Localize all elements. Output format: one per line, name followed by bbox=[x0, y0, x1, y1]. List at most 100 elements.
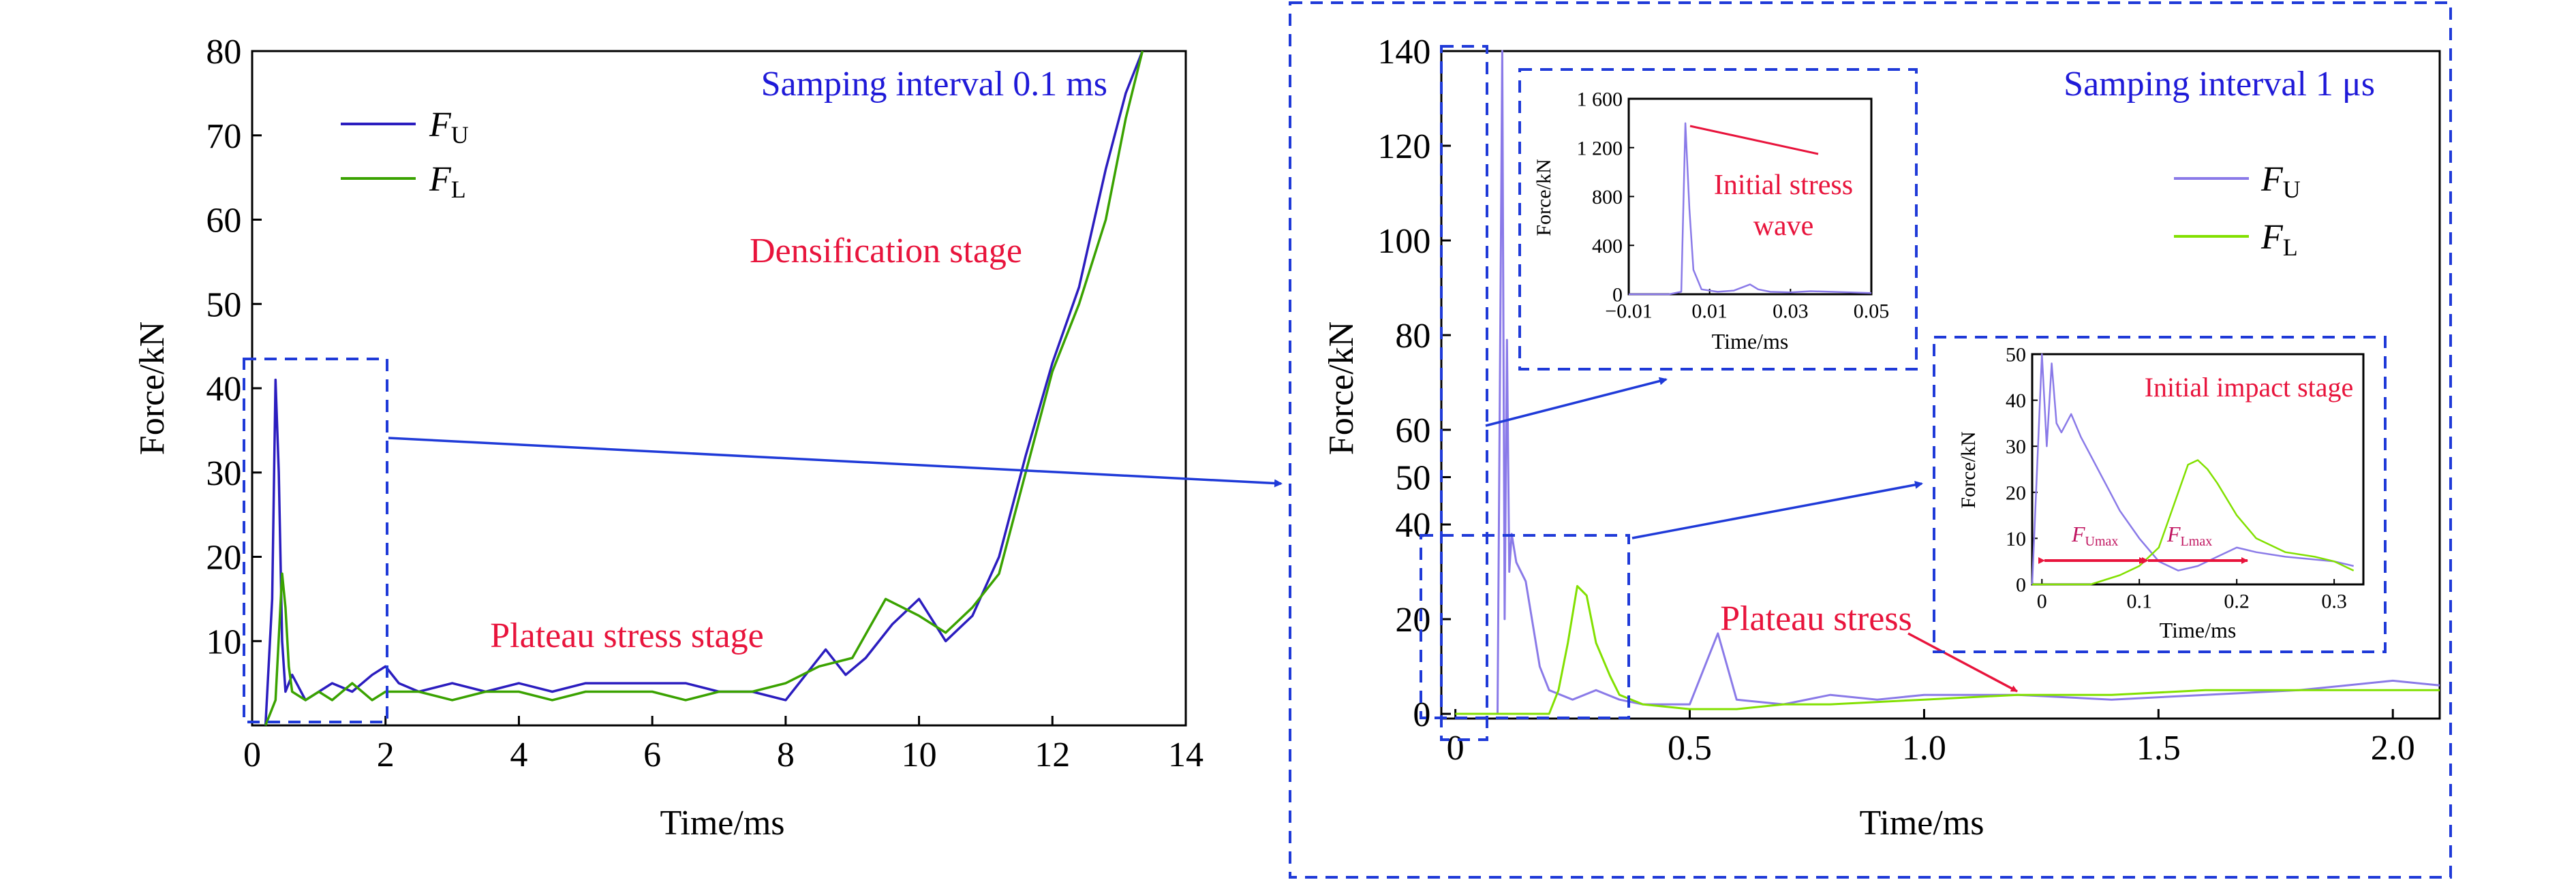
left-y-tick-label: 20 bbox=[206, 539, 241, 578]
right-chart-title: Samping interval 1 μs bbox=[2064, 65, 2375, 104]
inset2-series bbox=[2031, 353, 2355, 586]
inset1-annotation-line1: Initial stress bbox=[1714, 170, 1853, 201]
plateau-pointer bbox=[1907, 632, 2018, 693]
right-series-fl-line bbox=[1455, 584, 2440, 715]
inset1-y-tick-label: 400 bbox=[1592, 235, 1623, 257]
inset2-y-tick-label: 30 bbox=[2006, 436, 2026, 458]
inset1-x-tick-label: 0.03 bbox=[1773, 300, 1809, 323]
inset2-series-fu-line bbox=[2031, 353, 2354, 585]
right-annotation-plateau: Plateau stress bbox=[1720, 599, 1912, 638]
left-x-ticks: 0 2 4 6 8 10 12 14 bbox=[243, 716, 1203, 774]
left-x-tick-label: 8 bbox=[777, 736, 795, 774]
left-x-axis-label: Time/ms bbox=[660, 804, 784, 843]
inset2-y-tick-label: 20 bbox=[2006, 482, 2026, 504]
left-annotation-plateau: Plateau stress stage bbox=[490, 616, 763, 655]
inset2-x-tick-label: 0.2 bbox=[2224, 591, 2250, 613]
left-chart-title: Samping interval 0.1 ms bbox=[761, 65, 1107, 104]
left-series bbox=[264, 50, 1144, 726]
inset1-plot-frame bbox=[1627, 97, 1873, 296]
inset2-x-axis-label: Time/ms bbox=[2160, 618, 2237, 642]
left-zoom-box bbox=[243, 358, 388, 723]
left-y-tick-label: 30 bbox=[206, 454, 241, 493]
inset1-x-tick-label: −0.01 bbox=[1605, 300, 1652, 323]
right-x-axis-label: Time/ms bbox=[1859, 804, 1984, 843]
right-y-axis-label: Force/kN bbox=[1322, 321, 1361, 455]
inset2-x-tick-label: 0 bbox=[2037, 591, 2047, 613]
inset2-annotation: Initial impact stage bbox=[2145, 372, 2354, 403]
inset1-y-tick-label: 800 bbox=[1592, 186, 1623, 208]
zoom-box-stress-wave bbox=[1440, 45, 1488, 741]
inset2-y-ticks: 0 10 20 30 40 50 bbox=[2006, 344, 2038, 597]
left-x-tick-label: 2 bbox=[377, 736, 395, 774]
right-y-tick-label: 50 bbox=[1395, 459, 1430, 498]
inset2-x-ticks: 0 0.1 0.2 0.3 bbox=[2037, 579, 2347, 613]
left-y-tick-label: 40 bbox=[206, 370, 241, 409]
inset1-y-ticks: 0 400 800 1 200 1 600 bbox=[1577, 89, 1634, 307]
right-plot-frame bbox=[1440, 50, 2441, 720]
left-y-tick-label: 80 bbox=[206, 33, 241, 72]
left-x-tick-label: 10 bbox=[902, 736, 937, 774]
right-y-tick-label: 100 bbox=[1377, 222, 1430, 261]
right-x-tick-label: 0.5 bbox=[1668, 729, 1712, 768]
inset1-x-tick-label: 0.05 bbox=[1854, 300, 1890, 323]
inset2-plot-frame bbox=[2031, 353, 2365, 586]
left-x-tick-label: 4 bbox=[510, 736, 527, 774]
right-x-ticks: 0 0.5 1.0 1.5 2.0 bbox=[1447, 709, 2415, 768]
left-legend: FU FL bbox=[341, 106, 469, 203]
right-x-tick-label: 0 bbox=[1447, 729, 1465, 768]
inset1-x-tick-label: 0.01 bbox=[1691, 300, 1728, 323]
right-y-tick-label: 120 bbox=[1377, 127, 1430, 166]
inset1-y-axis-label: Force/kN bbox=[1533, 159, 1555, 236]
left-x-tick-label: 6 bbox=[643, 736, 661, 774]
inset2-y-tick-label: 10 bbox=[2006, 528, 2026, 550]
inset2-label-lmax: FLmax bbox=[2166, 522, 2212, 549]
right-y-tick-label: 60 bbox=[1395, 411, 1430, 450]
right-legend-label-fl: FL bbox=[2260, 218, 2298, 261]
connect-arrow bbox=[388, 437, 1283, 488]
left-legend-label-fl: FL bbox=[429, 160, 466, 203]
zoom-box-impact bbox=[1420, 534, 1630, 719]
inset2-y-tick-label: 0 bbox=[2016, 574, 2026, 597]
left-y-tick-label: 70 bbox=[206, 117, 241, 156]
right-x-tick-label: 2.0 bbox=[2371, 729, 2415, 768]
left-x-tick-label: 0 bbox=[243, 736, 261, 774]
left-y-tick-label: 10 bbox=[206, 623, 241, 661]
left-series-fl-line bbox=[264, 50, 1144, 726]
inset1-chart: −0.01 0.01 0.03 0.05 0 400 800 1 200 1 600 Time… bbox=[1533, 89, 1889, 354]
inset2-y-axis-label: Force/kN bbox=[1957, 431, 1980, 508]
inset2-label-umax: FUmax bbox=[2071, 522, 2118, 549]
left-legend-label-fu: FU bbox=[429, 106, 469, 148]
inset1-pointer bbox=[1689, 125, 1819, 155]
left-chart: 0 2 4 6 8 10 12 14 10 20 30 40 50 60 70 80 Time/ms For… bbox=[133, 33, 1203, 843]
inset2-x-tick-label: 0.1 bbox=[2126, 591, 2152, 613]
right-series bbox=[1455, 50, 2440, 715]
inset1-arrow bbox=[1485, 377, 1668, 427]
inset1-series bbox=[1629, 122, 1872, 296]
inset1-y-tick-label: 1 200 bbox=[1577, 137, 1623, 159]
left-y-axis-label: Force/kN bbox=[133, 321, 172, 455]
right-y-tick-label: 20 bbox=[1395, 601, 1430, 640]
inset1-series-fu-line bbox=[1629, 122, 1872, 296]
inset2-frame bbox=[1933, 336, 2387, 653]
inset2-y-tick-label: 40 bbox=[2006, 390, 2026, 412]
left-y-tick-label: 60 bbox=[206, 202, 241, 240]
right-panel-frame bbox=[1289, 1, 2452, 879]
right-x-tick-label: 1.0 bbox=[1902, 729, 1946, 768]
right-y-tick-label: 140 bbox=[1377, 33, 1430, 72]
right-y-tick-label: 40 bbox=[1395, 506, 1430, 545]
inset2-x-tick-label: 0.3 bbox=[2321, 591, 2347, 613]
inset1-annotation-line2: wave bbox=[1753, 210, 1814, 242]
inset1-x-axis-label: Time/ms bbox=[1712, 329, 1789, 353]
inset1-y-tick-label: 0 bbox=[1612, 284, 1623, 307]
right-legend: FU FL bbox=[2174, 160, 2301, 261]
inset2-y-tick-label: 50 bbox=[2006, 344, 2026, 366]
left-annotation-densification: Densification stage bbox=[750, 232, 1022, 270]
right-legend-label-fu: FU bbox=[2260, 160, 2301, 203]
left-x-tick-label: 12 bbox=[1034, 736, 1070, 774]
left-y-tick-label: 50 bbox=[206, 285, 241, 324]
right-y-tick-label: 80 bbox=[1395, 317, 1430, 356]
left-y-ticks: 10 20 30 40 50 60 70 80 bbox=[206, 33, 262, 661]
inset2-arrow bbox=[1631, 480, 1923, 539]
